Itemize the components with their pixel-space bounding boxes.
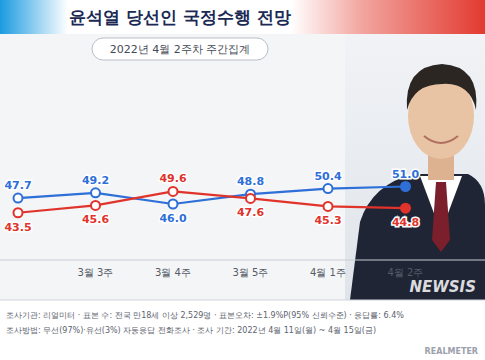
- plot-marks: [14, 182, 411, 217]
- data-label: 43.5: [4, 221, 31, 234]
- footer-band: [0, 300, 485, 360]
- series-marker: [324, 184, 333, 193]
- subtitle: 2022년 4월 2주차 주간집계: [110, 43, 250, 56]
- watermark: REALMETER: [425, 347, 478, 356]
- data-label: 48.8: [237, 175, 264, 188]
- portrait-tie: [432, 182, 450, 252]
- data-label: 50.4: [314, 170, 341, 183]
- data-label: 51.0: [392, 168, 419, 181]
- series-marker: [91, 188, 100, 197]
- background: [0, 0, 485, 360]
- data-labels: 47.7 49.2 46.0 48.8 50.4 51.0 43.5 45.6 49.6 47.6…: [4, 168, 419, 234]
- chart: 윤석열 당선인 국정수행 전망2022년 4월 2주차 주간집계3월 3주3월 …: [0, 0, 485, 360]
- watermark: NEWSIS: [409, 278, 476, 296]
- series-marker: [169, 187, 178, 196]
- data-label: 47.6: [237, 206, 264, 219]
- x-tick-label: 3월 5주: [233, 267, 269, 278]
- series-marker: [169, 200, 178, 209]
- data-label: 49.6: [159, 172, 186, 185]
- portrait-smile: [424, 136, 458, 143]
- data-label: 49.2: [82, 174, 109, 187]
- x-tick-label: 3월 4주: [155, 267, 191, 278]
- footnote: 조사방법: 무선(97%)·유선(3%) 자동응답 전화조사 · 조사 기간: …: [6, 326, 376, 335]
- subtitle-box: [92, 38, 268, 60]
- series-line: [18, 191, 406, 212]
- portrait-suit: [350, 174, 485, 300]
- series-marker: [91, 201, 100, 210]
- portrait-hair: [407, 64, 477, 110]
- x-tick-label: 4월 1주: [310, 267, 346, 278]
- data-label: 46.0: [159, 212, 186, 225]
- title: 윤석열 당선인 국정수행 전망: [69, 7, 291, 27]
- data-label: 47.7: [4, 179, 31, 192]
- series-marker: [246, 194, 255, 203]
- footer-rule: [0, 300, 485, 301]
- series-marker: [401, 182, 410, 191]
- series-marker: [324, 202, 333, 211]
- series-marker: [14, 194, 23, 203]
- header-band: [0, 0, 485, 34]
- data-label: 44.8: [392, 216, 419, 229]
- series-marker: [401, 204, 410, 213]
- x-tick-label: 3월 3주: [78, 267, 114, 278]
- data-label: 45.3: [314, 214, 341, 227]
- data-label: 45.6: [82, 213, 109, 226]
- x-axis-line: [0, 260, 485, 261]
- x-tick-labels: 3월 3주 3월 4주 3월 5주 4월 1주 4월 2주: [78, 267, 424, 278]
- series-marker: [14, 208, 23, 217]
- x-tick-label: 4월 2주: [388, 267, 424, 278]
- footnote: 조사기관: 리얼미터 · 표본 수: 전국 만18세 이상 2,529명 · 표…: [6, 311, 404, 320]
